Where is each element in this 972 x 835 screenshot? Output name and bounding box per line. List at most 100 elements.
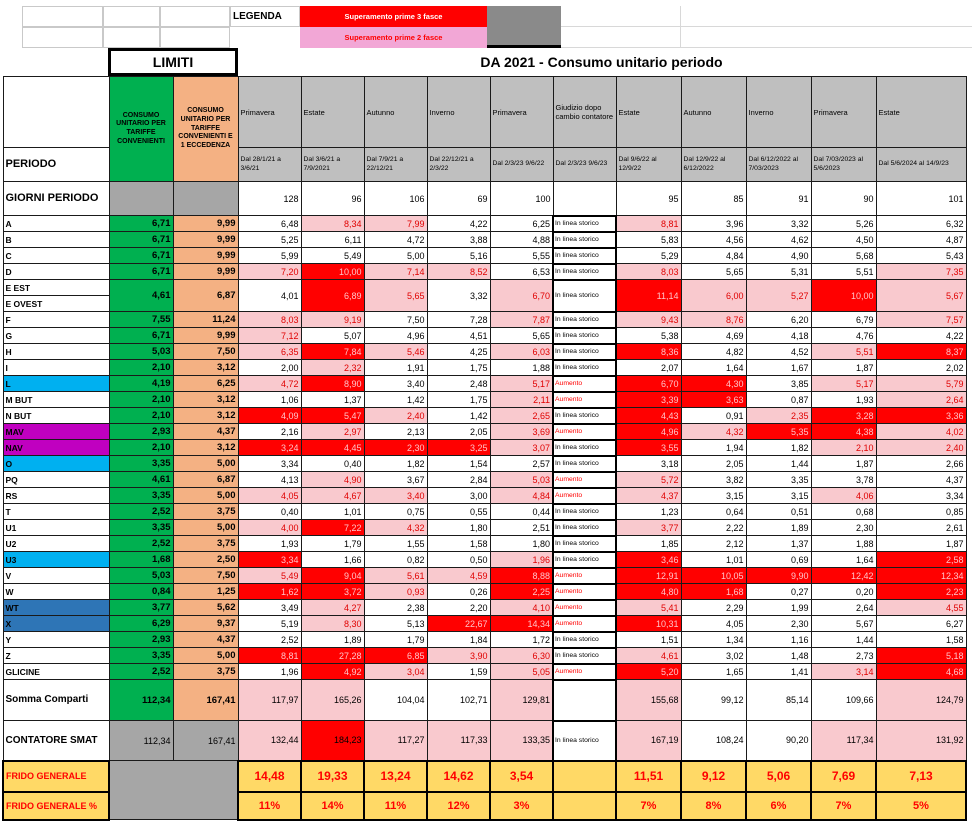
data-cell-undefined2[interactable]: 8,76 [680, 311, 747, 328]
limit-eccedenza-cell[interactable]: 5,00 [172, 487, 239, 504]
row-label-y[interactable]: Y [2, 631, 110, 648]
data-cell-undefined3[interactable]: 0,27 [745, 583, 812, 600]
data-cell-undefined1[interactable]: 4,37 [615, 487, 682, 504]
data-cell-undefined1[interactable]: 3,39 [615, 391, 682, 408]
row-label-wt[interactable]: WT [2, 599, 110, 616]
data-cell-a3[interactable]: 1,55 [363, 535, 428, 552]
data-cell-a4[interactable]: 5,16 [426, 247, 491, 264]
data-cell-undefined5[interactable]: 0,85 [875, 503, 967, 520]
data-cell-a1[interactable]: 5,99 [237, 247, 302, 264]
data-cell-undefined2[interactable]: 0,64 [680, 503, 747, 520]
data-cell-undefined5[interactable]: 8,37 [875, 343, 967, 360]
data-cell-undefined4[interactable]: 2,30 [810, 519, 877, 536]
giudizio-cell[interactable]: In linea storico [552, 550, 617, 569]
data-cell-undefined3[interactable]: 3,85 [745, 375, 812, 392]
data-cell-undefined1[interactable]: 8,36 [615, 343, 682, 360]
giudizio-cell[interactable]: Aumento [552, 662, 617, 681]
data-cell-a3[interactable]: 7,99 [363, 215, 428, 232]
data-cell-undefined5[interactable]: 6,27 [875, 615, 967, 632]
data-cell-undefined1[interactable]: 5,20 [615, 663, 682, 680]
data-cell-undefined1[interactable]: 1,51 [615, 631, 682, 648]
data-cell-a2[interactable]: 1,37 [300, 391, 365, 408]
giorni-value-cell-5[interactable]: 100 [489, 181, 554, 216]
limit-conveniente-cell[interactable]: 3,77 [108, 599, 174, 616]
data-cell-a2[interactable]: 1,01 [300, 503, 365, 520]
data-cell-a1[interactable]: 1,96 [237, 663, 302, 680]
limit-conveniente-header[interactable]: CONSUMO UNITARIO PER TARIFFE CONVENIENTI [108, 76, 174, 182]
row-label-h[interactable]: H [2, 343, 110, 360]
data-cell-a2[interactable]: 3,72 [300, 583, 365, 600]
limit-eccedenza-cell[interactable]: 9,99 [172, 215, 239, 232]
data-cell-a3[interactable]: 0,75 [363, 503, 428, 520]
frido-pct-cell-a3[interactable]: 11% [363, 790, 428, 821]
data-cell-a2[interactable]: 165,26 [300, 679, 365, 721]
column-header-dates-9[interactable]: Dal 6/12/2022 al 7/03/2023 [745, 147, 812, 182]
data-cell-a2[interactable]: 4,90 [300, 471, 365, 488]
limit-conveniente-cell[interactable]: 2,52 [108, 535, 174, 552]
data-cell-undefined2[interactable]: 3,63 [680, 391, 747, 408]
row-label-u1[interactable]: U1 [2, 519, 110, 536]
limit-eccedenza-cell[interactable]: 5,00 [172, 519, 239, 536]
limit-eccedenza-cell[interactable]: 3,75 [172, 663, 239, 680]
data-cell-a3[interactable]: 5,00 [363, 247, 428, 264]
row-label-i[interactable]: I [2, 359, 110, 376]
data-cell-undefined4[interactable]: 5,26 [810, 215, 877, 232]
data-cell-undefined1[interactable]: 1,85 [615, 535, 682, 552]
data-cell-undefined3[interactable]: 0,51 [745, 503, 812, 520]
column-header-dates-11[interactable]: Dal 5/6/2024 al 14/9/23 [875, 147, 967, 182]
data-cell-undefined2[interactable]: 2,29 [680, 599, 747, 616]
giudizio-cell[interactable]: In linea storico [552, 326, 617, 345]
data-cell-a4[interactable]: 0,50 [426, 551, 491, 568]
limit-conveniente-cell[interactable]: 6,71 [108, 263, 174, 280]
data-cell-a4[interactable]: 1,58 [426, 535, 491, 552]
data-cell-a5[interactable]: 6,25 [489, 215, 554, 232]
data-cell-undefined5[interactable]: 5,43 [875, 247, 967, 264]
data-cell-a3[interactable]: 0,82 [363, 551, 428, 568]
data-cell-undefined4[interactable]: 5,68 [810, 247, 877, 264]
data-cell-b2[interactable]: 6,00 [680, 279, 747, 312]
limit-conveniente-cell[interactable]: 2,10 [108, 391, 174, 408]
data-cell-undefined3[interactable]: 1,99 [745, 599, 812, 616]
column-header-season-10[interactable]: Primavera [810, 76, 877, 148]
data-cell-undefined3[interactable]: 3,32 [745, 215, 812, 232]
data-cell-a3[interactable]: 7,14 [363, 263, 428, 280]
row-label-f[interactable]: F [2, 311, 110, 328]
data-cell-a5[interactable]: 5,55 [489, 247, 554, 264]
contatore-limit-eccedenza[interactable]: 167,41 [172, 720, 239, 761]
frido-value-cell-a5[interactable]: 3,54 [489, 759, 554, 793]
data-cell-undefined4[interactable]: 4,06 [810, 487, 877, 504]
giudizio-cell[interactable]: In linea storico [552, 278, 617, 313]
data-cell-undefined3[interactable]: 1,16 [745, 631, 812, 648]
data-cell-a3[interactable]: 5,65 [363, 279, 428, 312]
data-cell-a4[interactable]: 3,88 [426, 231, 491, 248]
column-header-season-1[interactable]: Primavera [237, 76, 302, 148]
data-cell-undefined2[interactable]: 4,05 [680, 615, 747, 632]
row-label-l[interactable]: L [2, 375, 110, 392]
limit-conveniente-cell[interactable]: 1,68 [108, 551, 174, 568]
limit-eccedenza-cell[interactable]: 3,12 [172, 391, 239, 408]
limit-conveniente-cell[interactable]: 2,93 [108, 631, 174, 648]
column-header-season-7[interactable]: Estate [615, 76, 682, 148]
data-cell-a2[interactable]: 4,45 [300, 439, 365, 456]
data-cell-a3[interactable]: 1,79 [363, 631, 428, 648]
row-label-x[interactable]: X [2, 615, 110, 632]
data-cell-undefined3[interactable]: 1,44 [745, 455, 812, 472]
data-cell-a3[interactable]: 0,93 [363, 583, 428, 600]
giudizio-cell[interactable]: Aumento [552, 486, 617, 505]
data-cell-a3[interactable]: 5,61 [363, 567, 428, 584]
column-header-dates-3[interactable]: Dal 7/9/21 a 22/12/21 [363, 147, 428, 182]
data-cell-a5[interactable]: 3,69 [489, 423, 554, 440]
data-cell-b5[interactable]: 5,67 [875, 279, 967, 312]
frido-pct-cell-a2[interactable]: 14% [300, 790, 365, 821]
giorni-value-cell-6[interactable] [552, 181, 617, 216]
data-cell-a5[interactable]: 4,84 [489, 487, 554, 504]
giudizio-cell[interactable]: In linea storico [552, 246, 617, 265]
data-cell-undefined2[interactable]: 3,15 [680, 487, 747, 504]
data-cell-a4[interactable]: 1,80 [426, 519, 491, 536]
column-header-dates-10[interactable]: Dal 7/03/2023 al 5/6/2023 [810, 147, 877, 182]
column-header-season-11[interactable]: Estate [875, 76, 967, 148]
data-cell-a2[interactable]: 4,67 [300, 487, 365, 504]
column-header-season-3[interactable]: Autunno [363, 76, 428, 148]
data-cell-a5[interactable]: 5,65 [489, 327, 554, 344]
giudizio-cell[interactable]: In linea storico [552, 502, 617, 521]
